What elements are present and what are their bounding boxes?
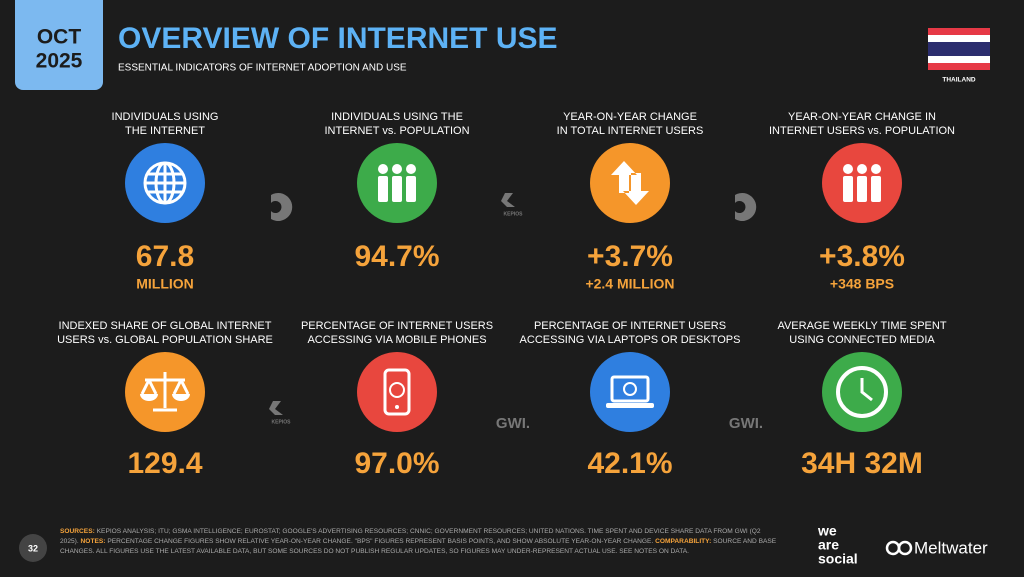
country: THAILAND (942, 77, 976, 84)
tile-label: INDIVIDUALS USING (112, 111, 219, 123)
icon-part (145, 163, 185, 203)
tile-label: ACCESSING VIA LAPTOPS OR DESKTOPS (520, 334, 741, 346)
subtitle: ESSENTIAL INDICATORS OF INTERNET ADOPTIO… (118, 63, 407, 74)
tile-label: THE INTERNET (125, 125, 205, 137)
icon-part (140, 372, 190, 412)
label: NOTES: (80, 538, 106, 545)
icon-part (836, 366, 888, 418)
title: OVERVIEW OF INTERNET USE (118, 22, 558, 55)
tile-unit: +2.4 MILLION (585, 276, 674, 292)
tile-label: USERS vs. GLOBAL POPULATION SHARE (57, 334, 273, 346)
tile-label: INTERNET vs. POPULATION (324, 125, 469, 137)
text: KEPIOS ANALYSIS; ITU; GSMA INTELLIGENCE;… (60, 528, 761, 545)
icon-circle (357, 352, 437, 432)
month: OCT (37, 26, 82, 49)
label: SOURCES: (60, 528, 95, 535)
tile-unit: +348 BPS (830, 276, 894, 292)
tile-unit: MILLION (136, 276, 194, 292)
tile-label: YEAR-ON-YEAR CHANGE (563, 111, 697, 123)
tile: PERCENTAGE OF INTERNET USERS ACCESSING VI… (520, 320, 741, 480)
tile-value: 129.4 (127, 447, 202, 480)
brand: Meltwater (914, 538, 988, 557)
meltwater-logo (885, 540, 913, 556)
tile-label: PERCENTAGE OF INTERNET USERS (534, 320, 726, 332)
tile: PERCENTAGE OF INTERNET USERS ACCESSING VI… (301, 320, 493, 480)
icon-part (378, 176, 388, 202)
brand-line: we (817, 523, 837, 539)
icon-part (843, 164, 853, 174)
icon-part (623, 382, 637, 396)
tile-label: AVERAGE WEEKLY TIME SPENT (777, 320, 946, 332)
watermark: GWI. (496, 415, 530, 432)
watermark: KEPIOS (272, 419, 292, 425)
tile-label: IN TOTAL INTERNET USERS (557, 125, 704, 137)
tile-label: PERCENTAGE OF INTERNET USERS (301, 320, 493, 332)
source-icon (271, 193, 293, 222)
source-icon (269, 401, 283, 415)
tile-label: INDEXED SHARE OF GLOBAL INTERNET (59, 320, 272, 332)
tile: YEAR-ON-YEAR CHANGE IN INTERNET USERS vs.… (769, 111, 955, 292)
icon-part (406, 176, 416, 202)
icon-part (843, 176, 853, 202)
watermark: GWI. (729, 415, 763, 432)
watermark: KEPIOS (504, 211, 524, 217)
brand-line: social (818, 551, 858, 567)
icon-part (406, 164, 416, 174)
icon-part (392, 176, 402, 202)
icon-part (611, 161, 649, 205)
text: PERCENTAGE CHANGE FIGURES SHOW RELATIVE … (107, 538, 654, 545)
icon-part (871, 164, 881, 174)
brand-line: are (818, 537, 839, 553)
page-badge (19, 534, 47, 562)
year: 2025 (36, 50, 83, 73)
tile-value: +3.8% (819, 240, 905, 273)
icon-part (610, 375, 650, 403)
tile-value: 34H 32M (801, 447, 923, 480)
icon-part (395, 405, 399, 409)
tile-value: 94.7% (354, 240, 439, 273)
icon-part (857, 164, 867, 174)
icon-circle (590, 143, 670, 223)
icon-part (857, 176, 867, 202)
icon-part (606, 403, 654, 408)
icon-part (383, 368, 411, 416)
tile: INDIVIDUALS USING THE INTERNET vs. POPULA… (324, 111, 469, 273)
tile-value: 97.0% (354, 447, 439, 480)
tile: INDEXED SHARE OF GLOBAL INTERNET USERS vs… (57, 320, 273, 480)
source-icon (501, 193, 515, 207)
icon-part (389, 382, 405, 398)
tile-label: YEAR-ON-YEAR CHANGE IN (788, 111, 936, 123)
icon-part (392, 164, 402, 174)
footer-notes: SOURCES: KEPIOS ANALYSIS; ITU; GSMA INTE… (60, 527, 780, 557)
icon-circle (590, 352, 670, 432)
tile: INDIVIDUALS USING THE INTERNET 67.8 MILLION (112, 111, 219, 292)
icon-part (378, 164, 388, 174)
tile-label: USING CONNECTED MEDIA (789, 334, 935, 346)
page-number: 32 (28, 543, 38, 553)
icon-part (140, 394, 190, 401)
tile-label: INDIVIDUALS USING THE (331, 111, 463, 123)
tile-value: 42.1% (587, 447, 672, 480)
text: SOURCE AND BASE CHANGES. ALL FIGURES USE… (60, 538, 777, 555)
tile-value: 67.8 (136, 240, 194, 273)
tile: YEAR-ON-YEAR CHANGE IN TOTAL INTERNET USE… (557, 111, 704, 292)
icon-part (860, 378, 873, 402)
icon-part (871, 176, 881, 202)
tile-label: INTERNET USERS vs. POPULATION (769, 125, 955, 137)
tile: AVERAGE WEEKLY TIME SPENT USING CONNECTED… (777, 320, 946, 480)
tile-value: +3.7% (587, 240, 673, 273)
tile-label: ACCESSING VIA MOBILE PHONES (307, 334, 486, 346)
label: COMPARABILITY: (655, 538, 712, 545)
date-box (15, 0, 103, 90)
source-icon (735, 193, 757, 222)
flag (928, 28, 990, 70)
